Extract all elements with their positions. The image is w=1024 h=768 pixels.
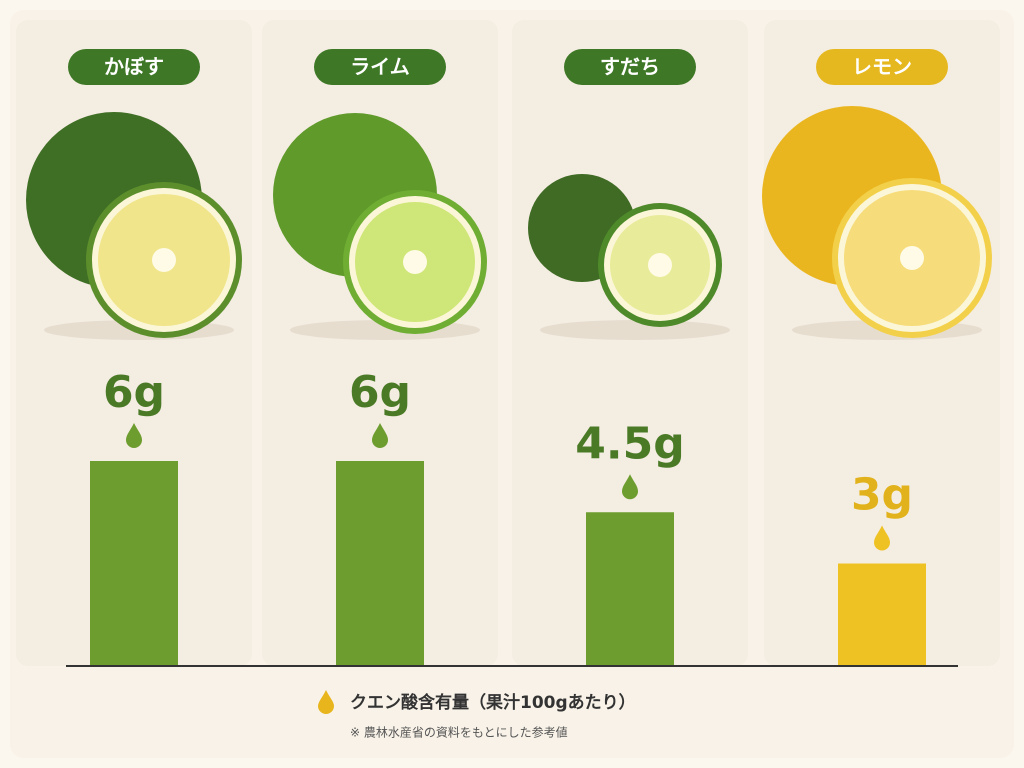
fruit-core [900, 246, 924, 270]
label-pill [68, 49, 200, 85]
category-label: レモン [852, 55, 912, 79]
column: ライム 6g [262, 20, 498, 666]
drop [372, 423, 388, 448]
value-label: 4.5g [575, 418, 684, 469]
panels: かぼす 6g ライム 6g すだち 4.5g レモン 3g [16, 20, 1000, 666]
fruit-core [648, 253, 672, 277]
fruit-core [403, 250, 427, 274]
fruit-shadow [540, 320, 730, 340]
note: ※ 農林水産省の資料をもとにした参考値 [350, 725, 568, 740]
bar [586, 512, 674, 666]
column: かぼす 6g [16, 20, 252, 666]
label-pill [314, 49, 446, 85]
drop [126, 423, 142, 448]
label-pill [816, 49, 948, 85]
drop [874, 525, 890, 551]
legend-drop [318, 690, 334, 714]
column: レモン 3g [762, 20, 1000, 666]
category-label: ライム [350, 55, 410, 79]
fruit-core [152, 248, 176, 272]
value-label: 6g [103, 367, 165, 418]
value-label: 6g [349, 367, 411, 418]
bar [336, 461, 424, 666]
category-label: かぼす [104, 55, 164, 79]
column: すだち 4.5g [512, 20, 748, 666]
value-label: 3g [851, 470, 913, 521]
bar [90, 461, 178, 666]
label-pill [564, 49, 696, 85]
drop [622, 474, 638, 500]
y-label: クエン酸含有量（果汁100gあたり） [350, 692, 636, 713]
bar [838, 563, 926, 666]
category-label: すだち [600, 55, 660, 79]
